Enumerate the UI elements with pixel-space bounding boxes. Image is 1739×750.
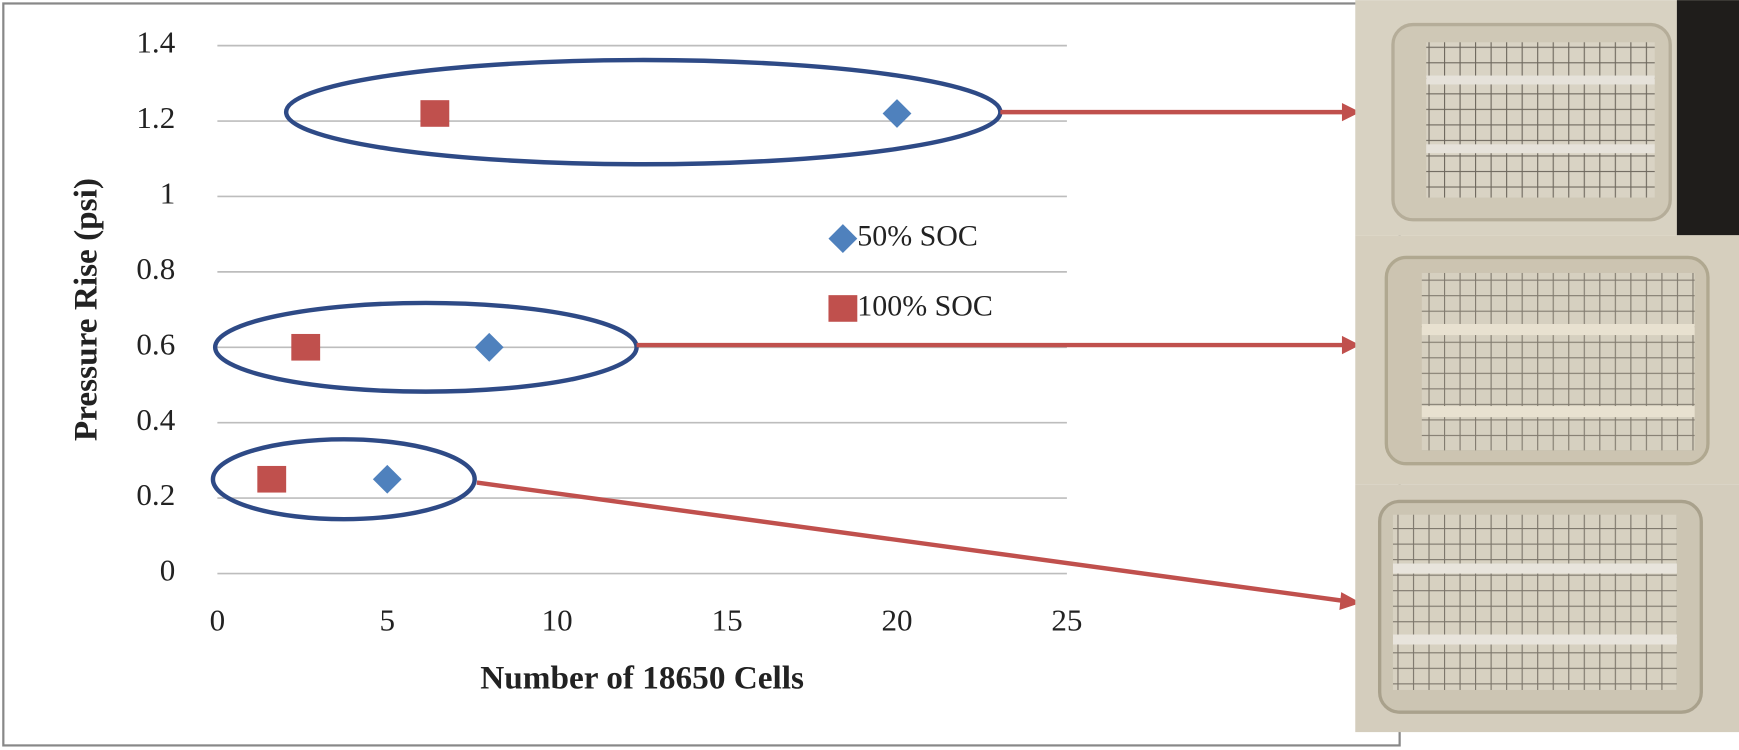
legend-label: 50% SOC (857, 219, 978, 252)
x-tick-label: 20 (881, 603, 912, 638)
photo-mesh (1426, 42, 1655, 198)
legend-marker (828, 224, 858, 254)
photo-bar (1426, 144, 1655, 154)
point (291, 333, 321, 361)
x-tick-label: 25 (1051, 603, 1082, 638)
x-tick-label: 5 (380, 603, 396, 638)
y-tick-label: 1.4 (136, 25, 175, 60)
photo-bar (1392, 563, 1677, 574)
y-tick-label: 0.4 (136, 402, 175, 437)
legend-label: 100% SOC (857, 289, 993, 322)
arrow-head (1341, 103, 1361, 122)
point (257, 465, 287, 493)
arrow-head (1341, 335, 1361, 355)
photos (1355, 0, 1739, 733)
photo-strip (1676, 0, 1739, 236)
frame (2, 2, 1401, 747)
photo-bar (1421, 406, 1695, 418)
point (372, 464, 402, 494)
arrow (476, 480, 1347, 604)
point (882, 99, 912, 128)
ellipse (210, 437, 477, 522)
x-tick-label: 0 (210, 603, 226, 638)
y-tick-label: 1.2 (136, 100, 175, 135)
photo-bar (1392, 634, 1677, 645)
y-tick-label: 0.8 (136, 251, 175, 286)
arrow-head (1339, 592, 1361, 610)
x-axis-title: Number of 18650 Cells (480, 660, 804, 697)
arrows (476, 103, 1361, 610)
x-tick-label: 10 (542, 603, 573, 638)
y-tick-label: 1 (160, 176, 176, 211)
y-axis-title: Pressure Rise (psi) (67, 178, 104, 441)
y-tick-label: 0 (160, 553, 176, 588)
y-tick-label: 0.2 (136, 477, 175, 512)
y-tick-label: 0.6 (136, 326, 175, 361)
point (420, 100, 450, 127)
photo-bar (1426, 75, 1655, 85)
photo-mesh (1421, 272, 1695, 451)
legend-marker (828, 295, 858, 322)
plot-area: 0 0.2 0.4 0.6 0.8 1 1.2 1.4 0 5 10 15 20 25 50% SOC 100… (136, 25, 1082, 638)
photo-mesh (1392, 514, 1677, 690)
x-tick-label: 15 (712, 603, 743, 638)
photo-bar (1421, 323, 1695, 336)
point (474, 332, 504, 362)
